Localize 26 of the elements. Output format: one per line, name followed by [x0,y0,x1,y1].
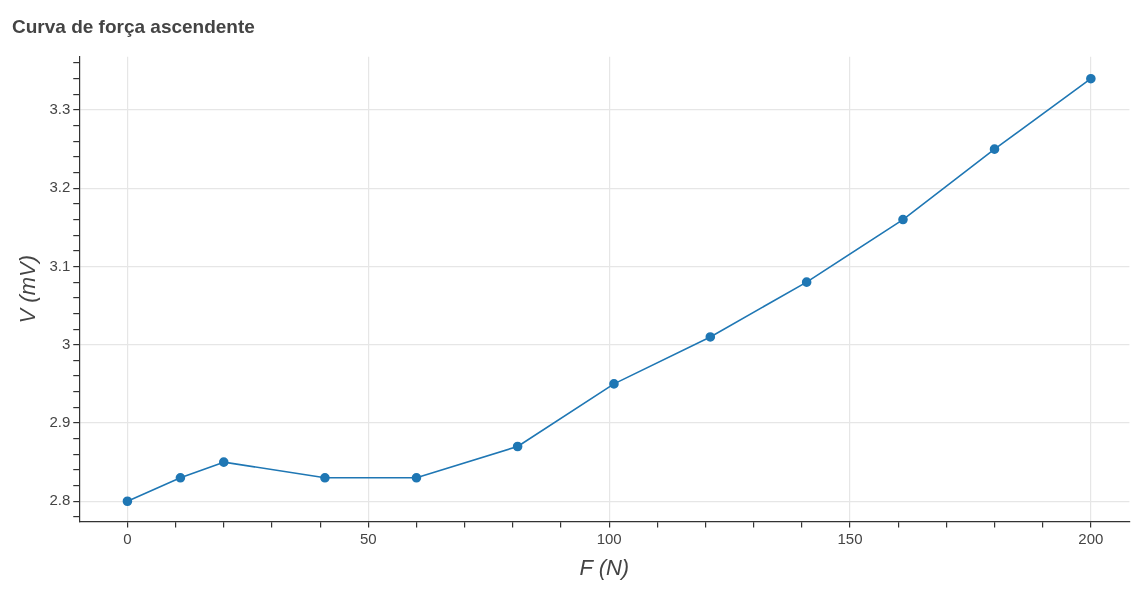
y-tick-label: 2.8 [49,491,71,509]
point [801,277,812,287]
point [609,379,619,389]
y-tick-label: 3.2 [49,178,71,196]
point [411,472,422,483]
y-tick-label: 3 [61,334,71,352]
x-tick-label: 50 [359,529,377,547]
chart-title: Curva de força ascendente [12,15,255,37]
point [218,457,229,467]
point [989,144,1000,154]
y-tick-label: 3.3 [49,100,71,118]
point [705,332,716,342]
x-tick-label: 100 [596,529,622,547]
point [175,472,186,483]
x-tick-label: 0 [123,529,132,547]
point [122,496,133,507]
point [898,214,908,225]
x-tick-label: 200 [1078,529,1104,547]
x-tick-label: 150 [837,529,863,547]
point [320,472,330,483]
x-axis-title: F (N) [579,554,630,580]
point [1086,73,1096,84]
y-tick-label: 2.9 [49,413,71,431]
point [512,441,523,452]
y-tick-label: 3.1 [49,256,71,274]
y-axis-title: V (mV) [15,254,41,324]
